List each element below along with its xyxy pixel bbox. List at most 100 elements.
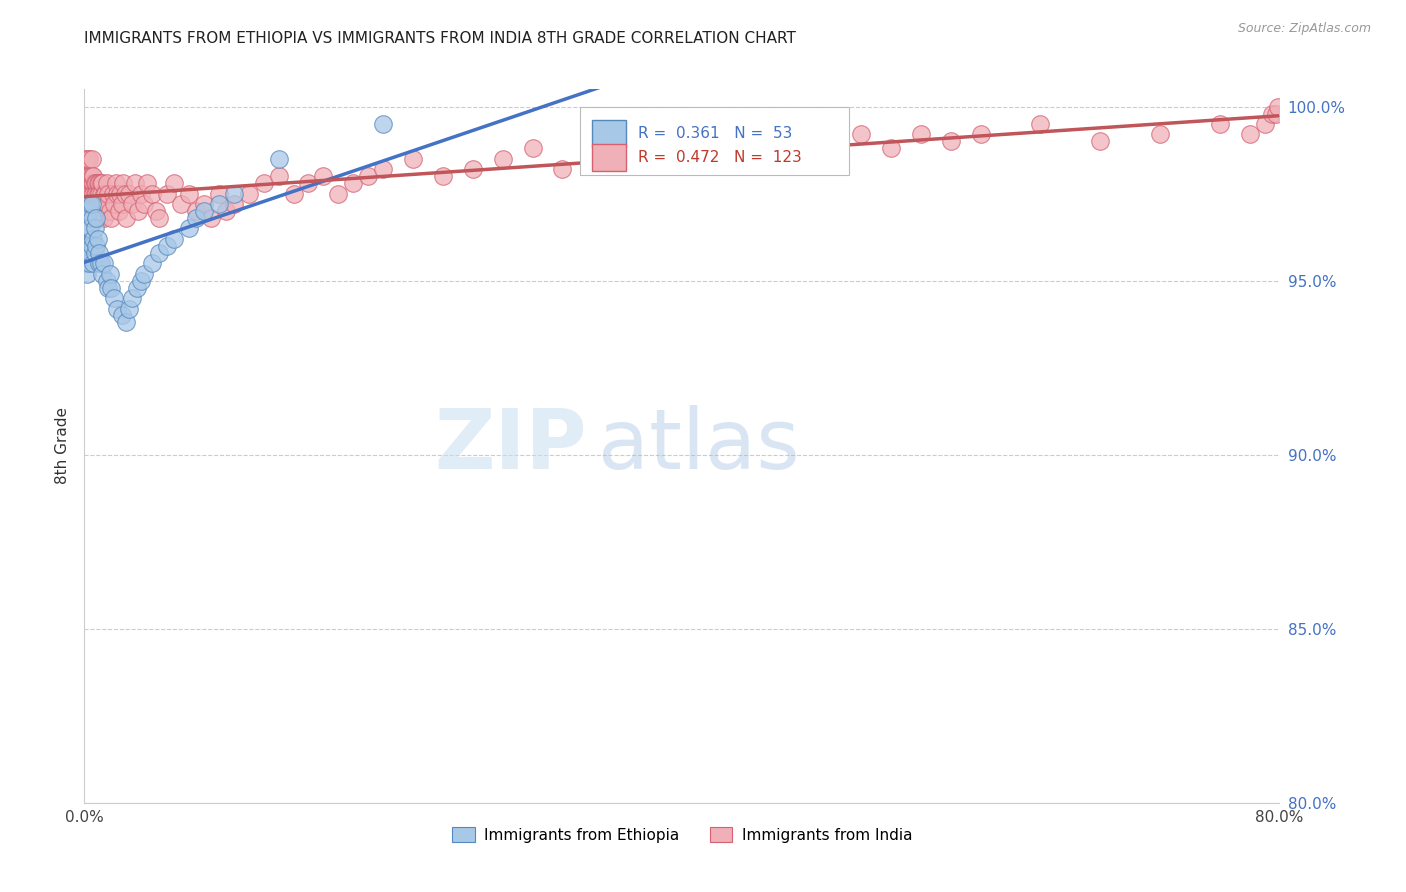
Point bbox=[90, 186, 112, 201]
Point bbox=[83, 221, 105, 235]
Point bbox=[87, 176, 110, 190]
Point bbox=[82, 186, 104, 201]
Point bbox=[132, 197, 156, 211]
Point bbox=[77, 169, 100, 184]
Point bbox=[87, 232, 110, 246]
Point bbox=[1261, 106, 1284, 120]
Point bbox=[551, 162, 574, 177]
Point bbox=[267, 152, 290, 166]
Point bbox=[208, 186, 231, 201]
Point bbox=[492, 152, 515, 166]
Point bbox=[125, 280, 148, 294]
Point bbox=[373, 117, 395, 131]
Point bbox=[97, 186, 120, 201]
Point bbox=[89, 245, 111, 260]
Point bbox=[83, 245, 105, 260]
Point bbox=[77, 256, 100, 270]
Point bbox=[89, 256, 111, 270]
Point bbox=[86, 176, 108, 190]
Point bbox=[76, 221, 98, 235]
Point bbox=[79, 211, 101, 225]
Point bbox=[208, 197, 231, 211]
Point bbox=[121, 291, 143, 305]
Point bbox=[97, 280, 120, 294]
Point bbox=[80, 211, 103, 225]
Point bbox=[107, 204, 129, 219]
Point bbox=[79, 221, 101, 235]
Point bbox=[641, 135, 664, 149]
Point bbox=[939, 135, 962, 149]
Point bbox=[77, 152, 100, 166]
Point bbox=[103, 291, 125, 305]
Point bbox=[83, 186, 105, 201]
Point bbox=[87, 211, 110, 225]
Point bbox=[82, 211, 104, 225]
Point bbox=[90, 256, 112, 270]
Point bbox=[1267, 100, 1289, 114]
FancyBboxPatch shape bbox=[592, 120, 626, 147]
Point bbox=[141, 186, 163, 201]
Point bbox=[522, 141, 544, 155]
Point bbox=[114, 186, 136, 201]
Point bbox=[77, 221, 100, 235]
Point bbox=[79, 197, 101, 211]
FancyBboxPatch shape bbox=[592, 144, 626, 171]
Point bbox=[193, 204, 215, 219]
Point bbox=[75, 169, 97, 184]
Point bbox=[129, 274, 152, 288]
Point bbox=[148, 211, 170, 225]
Point bbox=[77, 239, 100, 253]
Point bbox=[89, 176, 111, 190]
Point bbox=[111, 309, 134, 323]
Point bbox=[75, 221, 97, 235]
Point bbox=[118, 301, 141, 316]
Point bbox=[432, 169, 454, 184]
Point bbox=[83, 211, 105, 225]
Point bbox=[100, 211, 122, 225]
Point bbox=[82, 176, 104, 190]
Point bbox=[90, 176, 112, 190]
Point bbox=[820, 135, 842, 149]
Point bbox=[76, 186, 98, 201]
Point bbox=[253, 176, 276, 190]
Point bbox=[76, 204, 98, 219]
Point bbox=[76, 245, 98, 260]
Point bbox=[851, 128, 873, 142]
Point bbox=[163, 232, 186, 246]
Point bbox=[86, 211, 108, 225]
Point bbox=[132, 267, 156, 281]
Point bbox=[105, 301, 128, 316]
Point bbox=[79, 197, 101, 211]
Point bbox=[127, 204, 149, 219]
Point bbox=[75, 186, 97, 201]
Point bbox=[283, 186, 305, 201]
Point bbox=[910, 128, 932, 142]
Point bbox=[110, 186, 132, 201]
Point bbox=[80, 239, 103, 253]
Point bbox=[1265, 106, 1288, 120]
Point bbox=[1090, 135, 1112, 149]
Point bbox=[94, 186, 117, 201]
Point bbox=[357, 169, 380, 184]
Point bbox=[700, 141, 723, 155]
Point bbox=[115, 211, 138, 225]
Point bbox=[91, 176, 114, 190]
Point bbox=[1029, 117, 1052, 131]
Point bbox=[170, 197, 193, 211]
Point bbox=[163, 176, 186, 190]
Point bbox=[328, 186, 350, 201]
Point bbox=[77, 204, 100, 219]
Point bbox=[1149, 128, 1171, 142]
Point bbox=[93, 256, 115, 270]
Point bbox=[86, 211, 108, 225]
Point bbox=[731, 135, 754, 149]
Point bbox=[76, 176, 98, 190]
Point bbox=[115, 315, 138, 329]
Point bbox=[77, 176, 100, 190]
Point bbox=[342, 176, 364, 190]
Point bbox=[186, 204, 208, 219]
Y-axis label: 8th Grade: 8th Grade bbox=[55, 408, 70, 484]
Point bbox=[103, 197, 125, 211]
Point bbox=[124, 176, 146, 190]
Point bbox=[93, 186, 115, 201]
